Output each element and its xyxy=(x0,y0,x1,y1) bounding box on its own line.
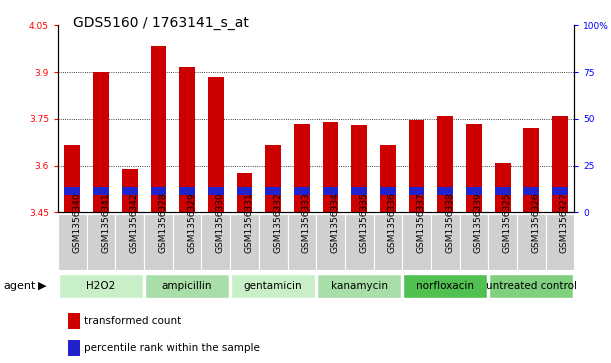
Bar xyxy=(122,169,137,212)
Text: GSM1356326: GSM1356326 xyxy=(532,192,540,253)
Bar xyxy=(488,214,517,270)
Bar xyxy=(495,163,511,212)
Bar xyxy=(265,145,281,212)
Text: transformed count: transformed count xyxy=(84,316,181,326)
Bar xyxy=(68,313,79,329)
Bar xyxy=(259,214,288,270)
Text: gentamicin: gentamicin xyxy=(244,281,302,291)
Bar xyxy=(524,187,539,195)
Text: GSM1356328: GSM1356328 xyxy=(158,192,167,253)
Text: GSM1356330: GSM1356330 xyxy=(216,192,225,253)
Text: GSM1356335: GSM1356335 xyxy=(359,192,368,253)
Bar xyxy=(144,214,173,270)
Bar xyxy=(294,123,310,212)
Bar xyxy=(316,214,345,270)
Bar xyxy=(265,187,281,195)
Bar xyxy=(87,214,115,270)
Bar xyxy=(351,187,367,195)
Text: GSM1356325: GSM1356325 xyxy=(503,192,511,253)
Bar xyxy=(552,116,568,212)
Bar xyxy=(323,187,338,195)
Text: untreated control: untreated control xyxy=(486,281,577,291)
Bar xyxy=(173,214,202,270)
Bar xyxy=(323,122,338,212)
Bar xyxy=(59,274,143,298)
Bar xyxy=(288,214,316,270)
Text: GSM1356337: GSM1356337 xyxy=(417,192,426,253)
Text: GDS5160 / 1763141_s_at: GDS5160 / 1763141_s_at xyxy=(73,16,249,30)
Bar xyxy=(68,340,79,356)
Bar xyxy=(402,214,431,270)
Text: GSM1356329: GSM1356329 xyxy=(187,192,196,253)
Bar xyxy=(546,214,574,270)
Bar xyxy=(524,128,539,212)
Bar xyxy=(466,187,482,195)
Bar xyxy=(351,125,367,212)
Bar xyxy=(437,187,453,195)
Bar xyxy=(489,274,573,298)
Bar xyxy=(208,77,224,212)
Bar xyxy=(236,187,252,195)
Text: GSM1356342: GSM1356342 xyxy=(130,192,139,253)
Bar xyxy=(179,187,195,195)
Bar xyxy=(495,187,511,195)
Bar xyxy=(232,274,315,298)
Bar xyxy=(115,214,144,270)
Bar xyxy=(373,214,402,270)
Text: GSM1356340: GSM1356340 xyxy=(72,192,81,253)
Bar xyxy=(437,116,453,212)
Bar xyxy=(466,123,482,212)
Bar xyxy=(230,214,259,270)
Bar xyxy=(403,274,487,298)
Text: agent: agent xyxy=(3,281,35,291)
Bar xyxy=(145,274,229,298)
Bar xyxy=(431,214,459,270)
Bar xyxy=(202,214,230,270)
Text: GSM1356339: GSM1356339 xyxy=(474,192,483,253)
Text: GSM1356341: GSM1356341 xyxy=(101,192,110,253)
Text: H2O2: H2O2 xyxy=(86,281,115,291)
Bar xyxy=(122,187,137,195)
Text: ampicillin: ampicillin xyxy=(162,281,213,291)
Text: norfloxacin: norfloxacin xyxy=(416,281,474,291)
Bar xyxy=(179,68,195,212)
Bar xyxy=(150,187,166,195)
Text: percentile rank within the sample: percentile rank within the sample xyxy=(84,343,260,353)
Bar xyxy=(409,187,425,195)
Bar xyxy=(409,121,425,212)
Bar xyxy=(552,187,568,195)
Bar xyxy=(208,187,224,195)
Text: kanamycin: kanamycin xyxy=(331,281,388,291)
Bar xyxy=(65,187,80,195)
Bar xyxy=(345,214,373,270)
Bar xyxy=(380,187,396,195)
Text: GSM1356332: GSM1356332 xyxy=(273,192,282,253)
Bar xyxy=(58,214,87,270)
Bar xyxy=(317,274,401,298)
Bar xyxy=(236,174,252,212)
Bar xyxy=(294,187,310,195)
Bar xyxy=(93,187,109,195)
Text: GSM1356331: GSM1356331 xyxy=(244,192,254,253)
Bar xyxy=(517,214,546,270)
Bar xyxy=(65,145,80,212)
Text: ▶: ▶ xyxy=(38,281,46,291)
Text: GSM1356327: GSM1356327 xyxy=(560,192,569,253)
Bar xyxy=(93,72,109,212)
Text: GSM1356336: GSM1356336 xyxy=(388,192,397,253)
Bar xyxy=(380,145,396,212)
Text: GSM1356338: GSM1356338 xyxy=(445,192,454,253)
Text: GSM1356334: GSM1356334 xyxy=(331,192,340,253)
Bar xyxy=(150,46,166,212)
Bar xyxy=(459,214,488,270)
Text: GSM1356333: GSM1356333 xyxy=(302,192,311,253)
